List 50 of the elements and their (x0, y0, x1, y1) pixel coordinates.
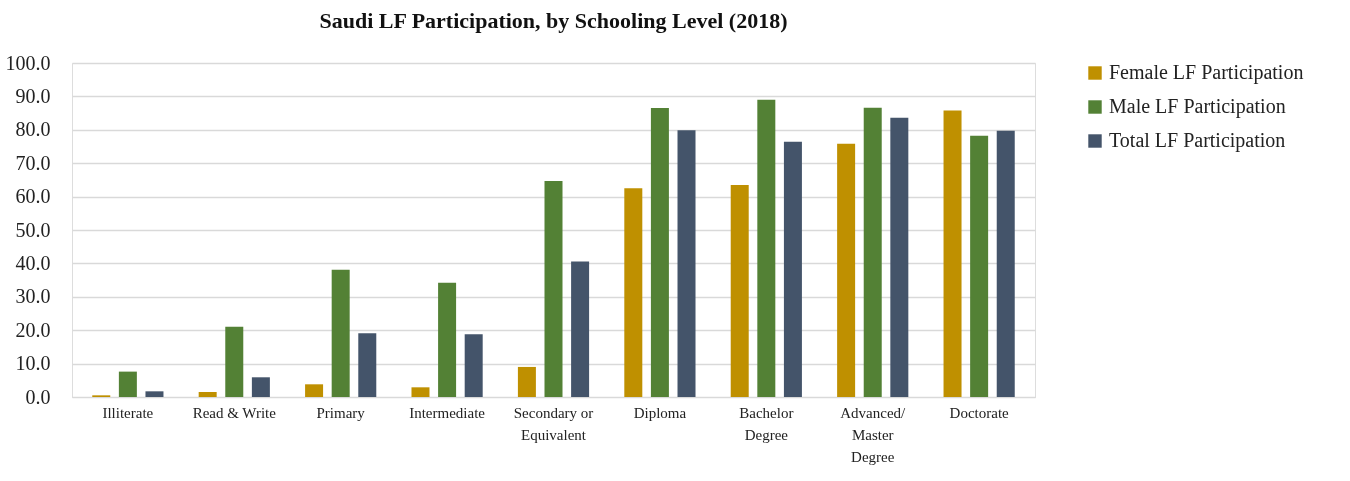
bar (358, 333, 377, 397)
legend-label: Total LF Participation (1109, 129, 1286, 152)
bar (943, 110, 962, 397)
bar (970, 135, 989, 397)
y-tick-label: 0.0 (25, 385, 51, 408)
y-tick-label: 70.0 (15, 151, 51, 174)
bar (996, 130, 1015, 397)
y-tick-label: 60.0 (15, 185, 51, 208)
bar (890, 117, 909, 397)
x-tick-label: Secondary or Equivalent (513, 404, 594, 443)
y-tick-label: 50.0 (15, 218, 51, 241)
bar (517, 366, 536, 397)
y-tick-label: 90.0 (15, 84, 51, 107)
bar (225, 326, 244, 397)
bar (571, 261, 590, 397)
bar (677, 130, 696, 397)
x-tick-label: Doctorate (949, 404, 1010, 421)
x-tick-label: Read & Write (192, 404, 277, 421)
chart-title: Saudi LF Participation, by Schooling Level (2018) (319, 8, 788, 33)
bar (757, 99, 776, 397)
bar (438, 282, 457, 397)
bar (251, 377, 270, 397)
bar (198, 391, 217, 397)
y-tick-label: 80.0 (15, 118, 51, 141)
y-tick-label: 10.0 (15, 352, 51, 375)
bar (783, 141, 802, 397)
bar (863, 107, 882, 397)
y-tick-label: 30.0 (15, 285, 51, 308)
bar (624, 188, 643, 397)
bar (411, 387, 430, 397)
legend-label: Male LF Participation (1109, 95, 1286, 118)
y-tick-label: 100.0 (5, 51, 51, 74)
x-tick-label: Illiterate (102, 404, 154, 421)
bar (331, 269, 350, 397)
x-tick-label: Intermediate (409, 404, 486, 421)
bar (837, 143, 856, 397)
legend-label: Female LF Participation (1109, 61, 1304, 84)
y-tick-label: 40.0 (15, 251, 51, 274)
bar (464, 334, 483, 397)
bar (305, 384, 324, 397)
bar (730, 184, 749, 397)
bar (650, 108, 669, 397)
bar (118, 371, 137, 397)
x-tick-label: Diploma (633, 404, 687, 421)
bar (145, 391, 164, 397)
x-tick-label: Primary (316, 404, 366, 421)
x-tick-label: Bachelor Degree (739, 404, 794, 443)
x-tick-label: Advanced/ Master Degree (840, 404, 907, 465)
y-tick-label: 20.0 (15, 318, 51, 341)
bar (544, 180, 563, 397)
